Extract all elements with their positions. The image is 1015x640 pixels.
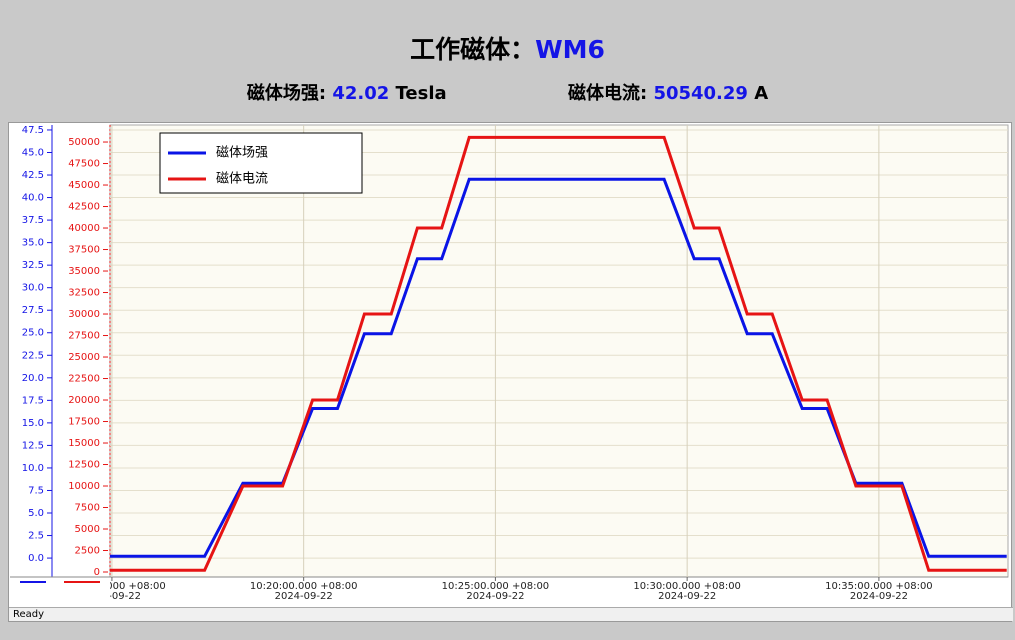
- y2-tick-label: 42500: [68, 202, 100, 213]
- y2-tick-label: 47500: [68, 159, 100, 170]
- header-title: 工作磁体：WM6: [0, 30, 1015, 66]
- x-tick-label: 10:35:00.000 +08:00 2024-09-22: [825, 582, 933, 602]
- y2-tick-label: 25000: [68, 352, 100, 363]
- y2-tick-label: 30000: [68, 309, 100, 320]
- y2-tick-label: 37500: [68, 245, 100, 256]
- y2-tick-label: 0: [94, 567, 100, 578]
- y-tick-label: 47.5: [22, 125, 44, 136]
- y2-tick-label: 17500: [68, 417, 100, 428]
- y-tick-label: 7.5: [28, 485, 44, 496]
- y2-tick-label: 22500: [68, 374, 100, 385]
- y-tick-label: 27.5: [22, 305, 44, 316]
- y-tick-label: 0.0: [28, 553, 44, 564]
- legend-label: 磁体场强: [216, 146, 268, 161]
- magnet-name: WM6: [535, 35, 605, 64]
- y-tick-label: 30.0: [22, 283, 44, 294]
- y2-tick-label: 12500: [68, 460, 100, 471]
- y-tick-label: 35.0: [22, 238, 44, 249]
- y-tick-label: 15.0: [22, 418, 44, 429]
- y2-tick-label: 27500: [68, 331, 100, 342]
- y-tick-label: 42.5: [22, 170, 44, 181]
- field-label: 磁体场强:: [246, 83, 327, 104]
- y-tick-label: 45.0: [22, 147, 44, 158]
- x-tick-label: 10:25:00.000 +08:00 2024-09-22: [441, 582, 550, 602]
- y2-tick-label: 40000: [68, 223, 100, 234]
- plot-area: [109, 124, 1009, 578]
- y-tick-label: 20.0: [22, 373, 44, 384]
- y-tick-label: 25.0: [22, 328, 44, 339]
- y2-tick-label: 45000: [68, 180, 100, 191]
- y2-tick-label: 15000: [68, 438, 100, 449]
- x-tick-label: 10:20:00.000 +08:00 2024-09-22: [249, 582, 358, 602]
- y2-tick-label: 50000: [68, 137, 100, 148]
- series-line: [110, 135, 1007, 572]
- y2-tick-label: 10000: [68, 481, 100, 492]
- y2-tick-label: 32500: [68, 288, 100, 299]
- y2-tick-label: 35000: [68, 266, 100, 277]
- y-tick-label: 22.5: [22, 350, 44, 361]
- current-value: 50540.29: [653, 83, 748, 104]
- y-tick-label: 32.5: [22, 260, 44, 271]
- legend-label: 磁体电流: [216, 172, 268, 187]
- y-tick-label: 2.5: [28, 531, 44, 542]
- y-tick-label: 40.0: [22, 193, 44, 204]
- x-tick-label: 10:15:00.000 +08:00 2024-09-22: [110, 582, 166, 602]
- y-tick-label: 37.5: [22, 215, 44, 226]
- y-tick-label: 5.0: [28, 508, 44, 519]
- y2-tick-label: 7500: [75, 503, 100, 514]
- y2-tick-label: 20000: [68, 395, 100, 406]
- x-tick-labels: 10:15:00.000 +08:00 2024-09-22 10:20:00.0…: [110, 582, 1008, 606]
- status-bar: Ready: [9, 607, 1013, 621]
- field-unit: Tesla: [395, 83, 447, 104]
- title-text: 工作磁体：: [410, 35, 536, 64]
- y-tick-label: 10.0: [22, 463, 44, 474]
- x-tick-label: 10:30:00.000 +08:00 2024-09-22: [633, 582, 741, 602]
- field-value: 42.02: [332, 83, 390, 104]
- readout: 磁体场强: 42.02 Tesla 磁体电流: 50540.29 A: [0, 79, 1015, 105]
- y-tick-label: 12.5: [22, 440, 44, 451]
- y-tick-label: 17.5: [22, 395, 44, 406]
- y2-tick-label: 2500: [75, 546, 100, 557]
- y2-tick-label: 5000: [75, 524, 100, 535]
- legend-box: [159, 132, 363, 194]
- current-label: 磁体电流:: [567, 83, 648, 104]
- current-unit: A: [754, 83, 769, 104]
